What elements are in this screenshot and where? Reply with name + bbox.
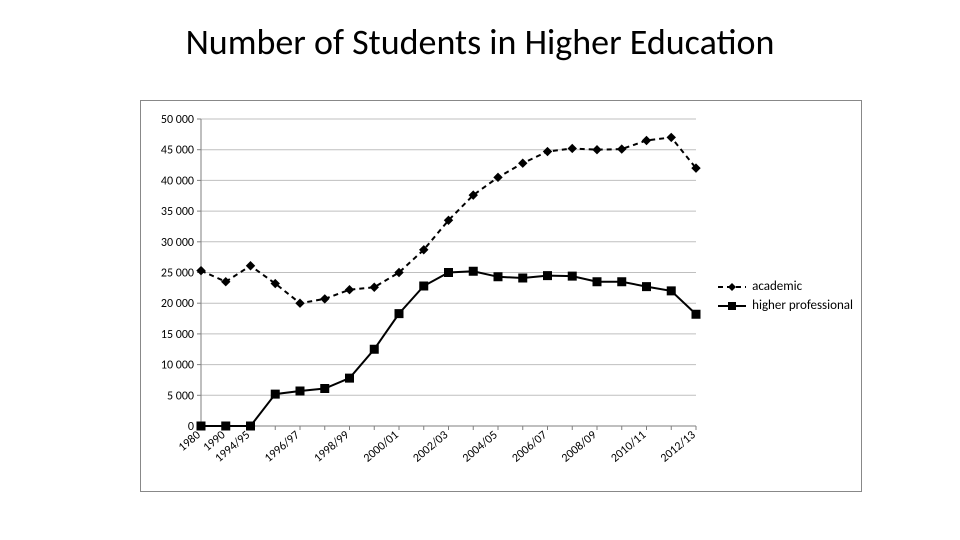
series-marker bbox=[271, 390, 279, 398]
svg-text:20 000: 20 000 bbox=[161, 297, 194, 311]
svg-text:1996/97: 1996/97 bbox=[262, 428, 303, 465]
series-marker bbox=[346, 374, 354, 382]
series-marker bbox=[568, 144, 576, 152]
chart-legend: academic higher professional bbox=[718, 275, 853, 317]
svg-text:2000/01: 2000/01 bbox=[361, 428, 402, 465]
series-marker bbox=[667, 287, 675, 295]
series-marker bbox=[519, 274, 527, 282]
svg-text:15 000: 15 000 bbox=[161, 328, 194, 342]
series-marker bbox=[544, 272, 552, 280]
svg-text:10 000: 10 000 bbox=[161, 359, 194, 373]
svg-text:2004/05: 2004/05 bbox=[460, 428, 501, 465]
svg-text:25 000: 25 000 bbox=[161, 267, 194, 281]
slide-title: Number of Students in Higher Education bbox=[0, 20, 960, 64]
series-marker bbox=[618, 145, 626, 153]
series-marker bbox=[643, 136, 651, 144]
series-marker bbox=[643, 283, 651, 291]
svg-text:30 000: 30 000 bbox=[161, 236, 194, 250]
series-marker bbox=[593, 278, 601, 286]
svg-text:2010/11: 2010/11 bbox=[609, 428, 650, 465]
legend-swatch bbox=[718, 280, 746, 294]
series-marker bbox=[346, 286, 354, 294]
series-marker bbox=[469, 267, 477, 275]
series-marker bbox=[568, 272, 576, 280]
series-marker bbox=[197, 267, 205, 275]
series-marker bbox=[370, 345, 378, 353]
svg-text:35 000: 35 000 bbox=[161, 205, 194, 219]
series-marker bbox=[420, 282, 428, 290]
series-marker bbox=[395, 310, 403, 318]
series-marker bbox=[445, 269, 453, 277]
svg-text:2002/03: 2002/03 bbox=[411, 428, 452, 465]
svg-text:40 000: 40 000 bbox=[161, 174, 194, 188]
series-marker bbox=[692, 310, 700, 318]
series-marker bbox=[544, 148, 552, 156]
legend-swatch bbox=[718, 299, 746, 313]
svg-text:1980: 1980 bbox=[176, 428, 204, 454]
svg-text:1998/99: 1998/99 bbox=[312, 428, 353, 465]
series-marker bbox=[296, 299, 304, 307]
series-marker bbox=[321, 385, 329, 393]
series-marker bbox=[593, 146, 601, 154]
series-marker bbox=[519, 159, 527, 167]
series-marker bbox=[296, 387, 304, 395]
svg-text:2012/13: 2012/13 bbox=[658, 428, 699, 465]
series-marker bbox=[197, 422, 205, 430]
chart-container: 05 00010 00015 00020 00025 00030 00035 0… bbox=[140, 100, 862, 492]
svg-text:50 000: 50 000 bbox=[161, 113, 194, 127]
svg-text:2008/09: 2008/09 bbox=[559, 428, 600, 465]
series-marker bbox=[667, 133, 675, 141]
legend-label: higher professional bbox=[752, 298, 853, 313]
series-line-higher-professional bbox=[201, 271, 696, 426]
series-marker bbox=[494, 273, 502, 281]
series-marker bbox=[222, 422, 230, 430]
svg-text:2006/07: 2006/07 bbox=[510, 428, 551, 465]
series-marker bbox=[321, 295, 329, 303]
legend-item: higher professional bbox=[718, 298, 853, 313]
legend-label: academic bbox=[752, 279, 802, 294]
series-marker bbox=[618, 278, 626, 286]
svg-text:45 000: 45 000 bbox=[161, 144, 194, 158]
svg-text:5 000: 5 000 bbox=[167, 389, 194, 403]
series-marker bbox=[247, 422, 255, 430]
series-marker bbox=[247, 262, 255, 270]
legend-item: academic bbox=[718, 279, 853, 294]
